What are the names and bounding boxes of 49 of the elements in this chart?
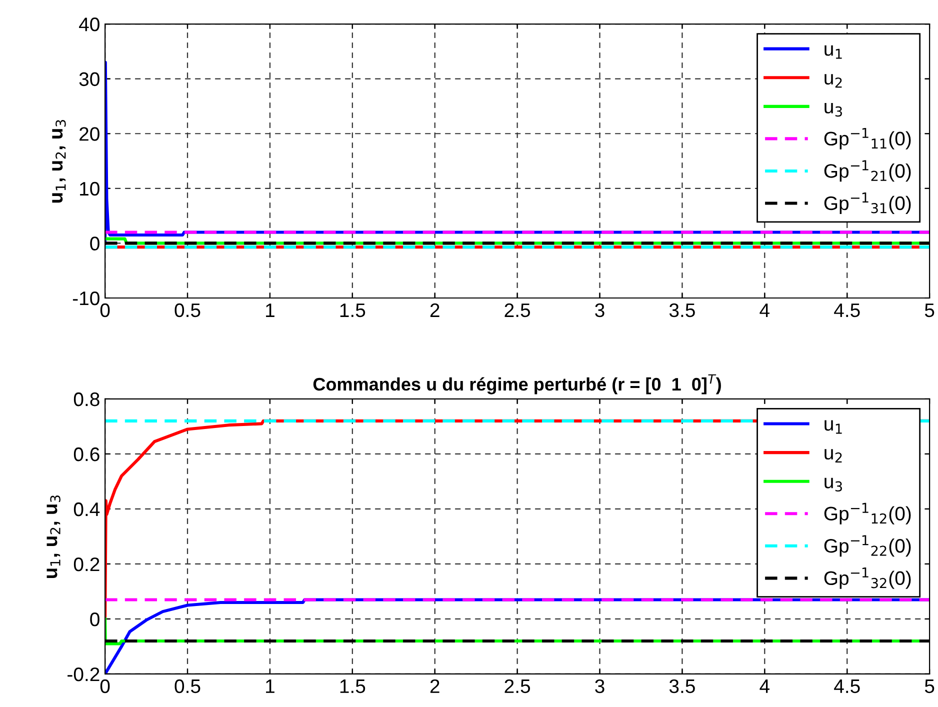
y-tick-label: -0.2 — [68, 667, 100, 682]
x-tick-label: 1.5 — [340, 680, 366, 694]
legend-label: Gp$^{−1}$$_{31}$(0) — [824, 192, 911, 214]
x-tick-label: 4 — [760, 304, 770, 317]
y-tick-label: 0.6 — [74, 447, 100, 462]
x-tick-label: 5 — [924, 304, 934, 318]
y-tick-label: 0.2 — [74, 557, 100, 572]
y-tick-label: 20 — [80, 127, 100, 141]
legend-label: u$_{2}$ — [824, 449, 842, 463]
y-axis-title: u$_{1}$, u$_{2}$, u$_{3}$ — [52, 120, 66, 203]
y-tick-label: 40 — [79, 18, 100, 32]
x-tick-label: 4 — [760, 680, 770, 693]
x-tick-label: 3 — [595, 679, 604, 694]
y-tick-label: 30 — [79, 72, 100, 86]
legend-label: Gp$^{−1}$$_{32}$(0) — [824, 567, 911, 589]
x-tick-label: 2 — [430, 679, 440, 693]
x-tick-label: 0 — [100, 679, 110, 694]
x-tick-label: 0.5 — [174, 679, 200, 694]
y-tick-label: 0 — [90, 236, 100, 250]
x-tick-label: 4.5 — [834, 304, 860, 318]
x-tick-label: 3.5 — [669, 303, 695, 318]
legend-label: Gp$^{−1}$$_{22}$(0) — [824, 535, 911, 557]
legend-label: u$_{2}$ — [824, 74, 842, 88]
legend-label: u$_{3}$ — [824, 102, 842, 117]
x-tick-label: 2.5 — [504, 679, 530, 694]
x-tick-label: 1 — [266, 304, 274, 317]
x-tick-label: 4.5 — [834, 680, 860, 694]
chart-title: Commandes u du régime perturbé (r = [0 1 0]$^{T}$) — [313, 374, 721, 394]
y-tick-label: 0.4 — [74, 502, 100, 516]
x-tick-label: 5 — [924, 680, 934, 694]
x-tick-label: 1.5 — [340, 304, 366, 318]
y-tick-label: 10 — [80, 182, 100, 196]
y-axis-title: u$_{1}$, u$_{2}$, u$_{3}$ — [46, 496, 60, 578]
y-tick-label: 0.8 — [74, 392, 100, 406]
legend-label: u$_{3}$ — [824, 478, 842, 492]
x-tick-label: 2.5 — [504, 303, 530, 318]
x-tick-label: 1 — [266, 680, 274, 693]
legend-label: u$_{1}$ — [824, 45, 842, 59]
legend-label: Gp$^{−1}$$_{12}$(0) — [824, 502, 911, 524]
x-tick-label: 0 — [100, 303, 110, 318]
legend-label: Gp$^{−1}$$_{11}$(0) — [824, 128, 911, 150]
y-tick-label: -10 — [72, 291, 100, 306]
legend-label: u$_{1}$ — [824, 420, 842, 434]
x-tick-label: 3.5 — [669, 679, 695, 694]
legend-label: Gp$^{−1}$$_{21}$(0) — [824, 160, 911, 182]
x-tick-label: 2 — [430, 303, 440, 317]
x-tick-label: 0.5 — [174, 303, 200, 318]
y-tick-label: 0 — [90, 612, 100, 626]
x-tick-label: 3 — [595, 303, 604, 318]
